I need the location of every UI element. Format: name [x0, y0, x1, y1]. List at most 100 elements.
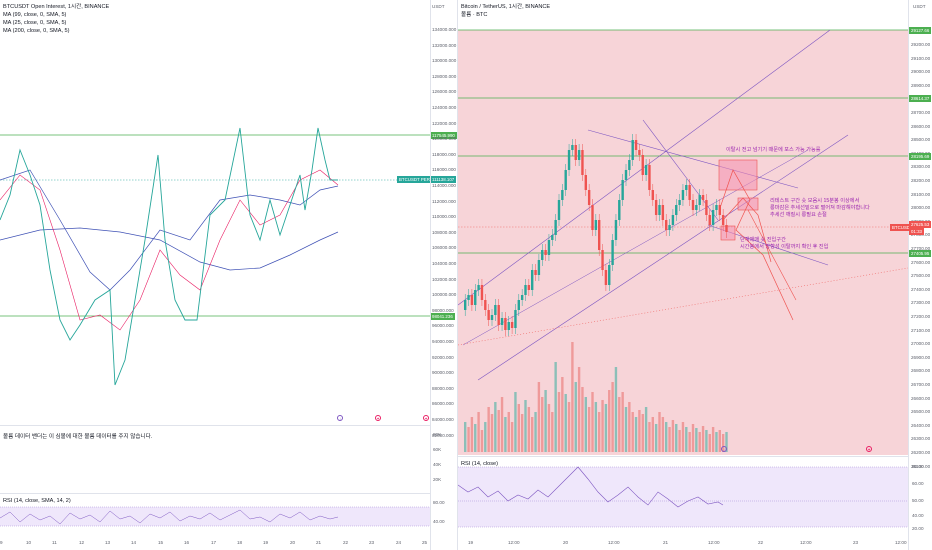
middle-price-level: 116000.000 [432, 167, 456, 173]
candle-body [514, 310, 517, 328]
volume-bar [691, 424, 695, 452]
volume-bar [564, 394, 567, 452]
candle-body [554, 220, 557, 235]
candle-body [644, 165, 648, 175]
candle-body [618, 200, 621, 220]
candle-body [638, 150, 641, 155]
annotation-short-entry-2: 시간봉에서 방향성 이탈까지 확인 후 진입 [740, 244, 829, 250]
volume-bar [551, 412, 554, 452]
middle-volume-label: 60K [433, 447, 442, 452]
right-rsi-level: 50.00 [912, 498, 924, 503]
right-x-axis[interactable]: 19 12:00 20 12:00 21 12:00 22 12:00 23 1… [458, 538, 908, 550]
volume-bar [554, 362, 557, 452]
right-path-1 [719, 169, 794, 321]
right-price-level: 26900.00 [911, 354, 931, 360]
candle-body [648, 165, 651, 190]
left-legend-ma99: MA (99, close, 0, SMA, 5) [3, 12, 67, 18]
volume-bar [671, 420, 675, 452]
left-chart-pane[interactable]: BTCUSDT Open Interest, 1시간, BINANCE MA (… [0, 0, 430, 545]
right-chart-pane[interactable]: Bitcoin / TetherUS, 1시간, BINANCE 볼륨 · BT… [458, 0, 908, 545]
candle-body [474, 290, 477, 305]
candle-body [608, 265, 611, 285]
volume-bar [541, 397, 544, 452]
left-x-label: 10 [26, 540, 32, 545]
volume-bar [494, 402, 497, 452]
middle-price-level: 126000.000 [432, 89, 457, 95]
volume-bar [648, 422, 651, 452]
left-axis-border [430, 0, 431, 550]
annotation-retest-3: 추세선 깨질시 롱필요 손절 [770, 212, 827, 218]
left-x-label: 23 [369, 540, 375, 545]
middle-price-level: 124000.000 [432, 105, 457, 110]
candle-body [564, 170, 567, 190]
candle-body [520, 295, 524, 300]
right-x-label: 19 [468, 540, 474, 545]
candle-body [507, 322, 510, 330]
candle-body [611, 240, 614, 265]
left-event-marker-3[interactable]: ✦ [423, 415, 429, 421]
candle-body [658, 205, 661, 215]
right-price-level: 28100.00 [911, 191, 931, 197]
right-price-level: 26700.00 [911, 382, 931, 387]
right-axis-border [908, 0, 909, 550]
right-price-level: 26500.00 [911, 409, 931, 415]
left-x-label: 24 [396, 540, 402, 545]
volume-bar [527, 407, 531, 452]
volume-bar [581, 387, 584, 452]
left-rsi-legend: RSI (14, close, SMA, 14, 2) [3, 498, 71, 504]
left-event-marker-1[interactable]: ↓ [337, 415, 343, 421]
right-price-level: 28000.00 [911, 205, 931, 211]
volume-bar [531, 417, 534, 452]
left-x-axis[interactable]: 9 10 11 12 13 14 15 16 17 18 19 20 21 22… [0, 538, 430, 550]
middle-price-axis[interactable]: USDT 134000.000 132000.000 130000.000 12800… [431, 0, 457, 550]
right-price-plot[interactable] [458, 0, 908, 455]
volume-bar [487, 407, 490, 452]
left-rsi-separator[interactable] [0, 493, 430, 494]
left-x-label: 14 [131, 540, 137, 545]
volume-bar [504, 417, 507, 452]
right-event-marker-1[interactable]: ↓ [721, 446, 727, 452]
candle-body [581, 150, 584, 175]
right-price-level: 29100.00 [911, 55, 931, 61]
right-price-level: 27200.00 [911, 314, 931, 319]
right-event-marker-2[interactable]: ✦ [866, 446, 872, 452]
right-rsi-separator[interactable] [458, 456, 908, 457]
volume-bar [621, 392, 624, 452]
candle-body [621, 180, 624, 200]
left-rsi-level: 80.00 [433, 500, 445, 505]
volume-bar [611, 382, 614, 452]
left-event-marker-2[interactable]: ✦ [375, 415, 381, 421]
right-rsi-plot[interactable] [458, 457, 908, 537]
volume-bar [464, 422, 467, 452]
volume-bar [587, 407, 591, 452]
volume-bar [608, 390, 611, 452]
candle-body [464, 300, 467, 310]
right-rsi-legend: RSI (14, close) [461, 461, 498, 467]
candle-body [675, 205, 678, 215]
right-channel-upper [458, 29, 831, 306]
left-rsi-plot[interactable] [0, 504, 430, 532]
candle-body [628, 160, 631, 170]
volume-bar [574, 382, 577, 452]
left-price-plot[interactable] [0, 0, 430, 425]
candle-body [510, 322, 514, 328]
volume-bar [631, 412, 634, 452]
right-price-level: 26600.00 [911, 395, 931, 401]
volume-bar [601, 400, 604, 452]
middle-price-level: 120000.000 [432, 136, 457, 142]
right-price-level: 29000.00 [911, 69, 931, 75]
right-price-axis[interactable]: USDT 29200.0029100.0029000.0028900.00288… [909, 0, 932, 550]
left-current-tag: 111138.107 [430, 176, 457, 183]
volume-bar [711, 427, 715, 452]
right-price-level: 28500.00 [911, 137, 931, 143]
volume-bar [594, 402, 598, 452]
candle-body [708, 215, 711, 225]
left-x-label: 19 [263, 540, 269, 545]
no-volume-message: 볼륨 데이터 밴더는 이 심볼에 대한 볼륨 데이터를 주지 않습니다. [3, 434, 153, 440]
candle-body [591, 205, 594, 230]
middle-price-level: 134000.000 [432, 27, 457, 32]
middle-axis-border [457, 0, 458, 550]
left-x-label: 12 [79, 540, 85, 545]
volume-bar [467, 427, 470, 452]
left-pane-separator[interactable] [0, 425, 430, 426]
